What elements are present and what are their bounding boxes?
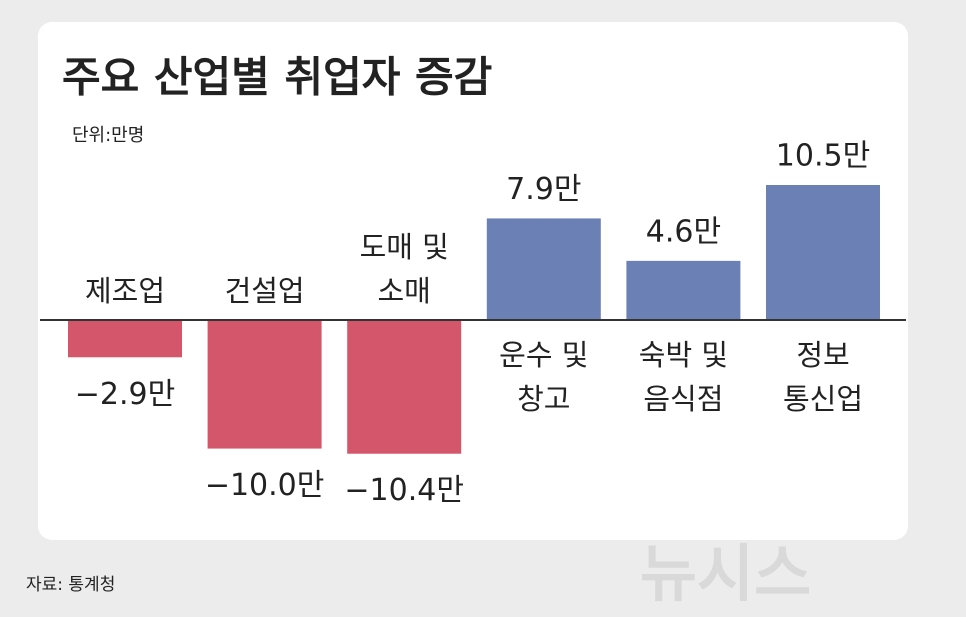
- watermark: 뉴시스: [640, 537, 811, 610]
- bar: [68, 320, 182, 358]
- bar: [347, 320, 462, 454]
- value-label: −10.4만: [344, 473, 464, 508]
- value-label: 7.9만: [506, 172, 581, 207]
- value-label: −10.0만: [205, 468, 325, 503]
- category-label: 도매 및 소매: [360, 230, 449, 308]
- subtitle: 단위:만명: [72, 125, 144, 146]
- category-label: 숙박 및 음식점: [639, 338, 728, 416]
- category-label: 제조업: [85, 274, 165, 308]
- value-label: 10.5만: [776, 139, 870, 174]
- bar: [626, 260, 741, 320]
- category-label: 정보 통신업: [783, 338, 863, 416]
- category-label: 운수 및 창고: [499, 338, 588, 416]
- source: 자료: 통계청: [26, 575, 115, 595]
- bar: [486, 218, 601, 320]
- category-label: 건설업: [225, 274, 305, 308]
- value-label: 4.6만: [646, 214, 721, 249]
- bar: [766, 185, 880, 320]
- value-label: −2.9만: [75, 377, 175, 412]
- bar: [207, 320, 322, 449]
- chart-title: 주요 산업별 취업자 증감: [62, 53, 492, 102]
